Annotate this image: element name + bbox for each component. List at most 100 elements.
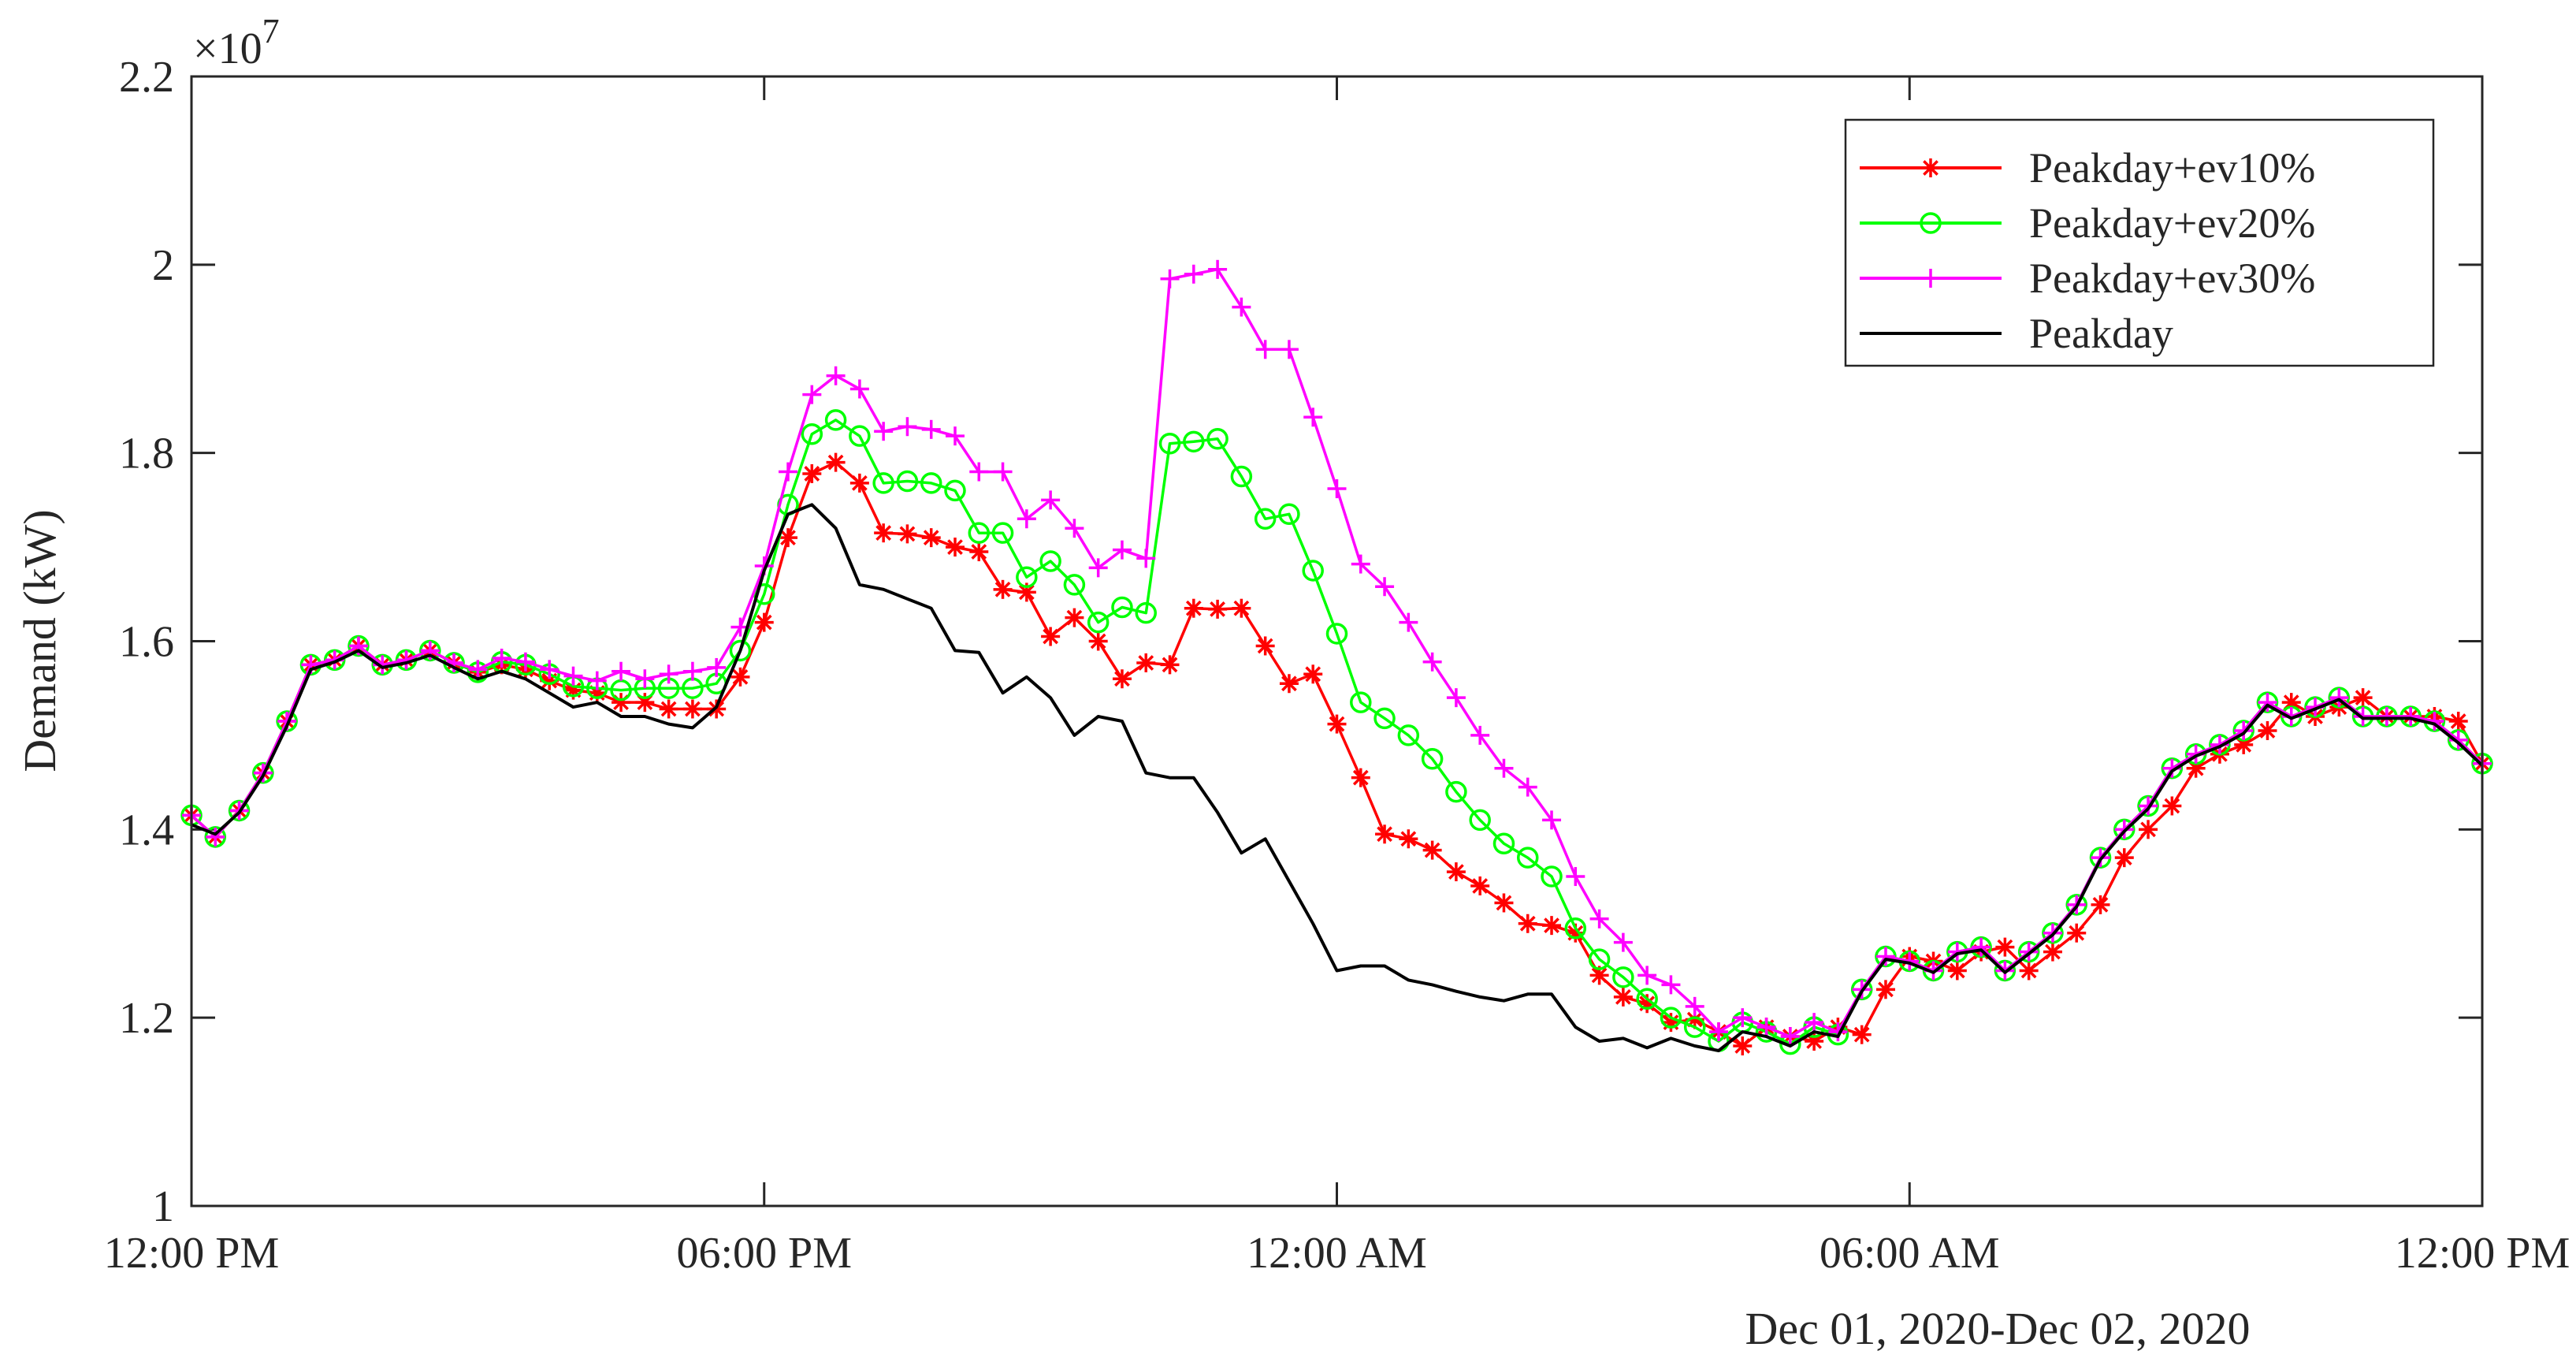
data-point-peakday-ev30 <box>611 661 631 681</box>
data-point-peakday-ev10 <box>730 667 750 687</box>
legend-marker-peakday-ev20 <box>1920 212 1942 234</box>
data-point-peakday-ev20 <box>1039 550 1061 572</box>
data-point-peakday-ev20 <box>944 479 966 502</box>
data-point-peakday-ev20 <box>753 583 775 605</box>
data-point-peakday-ev30 <box>969 462 989 482</box>
y-tick-label: 1.2 <box>119 994 174 1043</box>
x-tick-label: 06:00 PM <box>677 1229 853 1278</box>
x-tick-label: 12:00 PM <box>2395 1229 2570 1278</box>
data-point-peakday-ev30 <box>802 385 822 404</box>
data-point-peakday-ev30 <box>2377 707 2396 727</box>
data-point-peakday-ev10 <box>969 542 989 562</box>
y-axis-multiplier: ×107 <box>193 12 280 73</box>
data-point-peakday-ev10 <box>2353 688 2373 708</box>
data-point-peakday-ev30 <box>921 419 941 439</box>
data-point-peakday-ev30 <box>1327 479 1347 499</box>
data-point-peakday-ev10 <box>1613 987 1633 1007</box>
data-point-peakday-ev10 <box>946 538 965 557</box>
data-point-peakday-ev20 <box>968 522 991 544</box>
data-point-peakday-ev10 <box>1208 599 1228 619</box>
data-point-peakday-ev10 <box>2114 848 2134 868</box>
data-point-peakday-ev30 <box>1875 947 1895 966</box>
data-point-peakday-ev30 <box>563 666 583 686</box>
data-point-peakday-ev30 <box>468 660 488 679</box>
data-point-peakday-ev10 <box>1136 653 1156 672</box>
data-point-peakday-ev20 <box>1660 1007 1682 1029</box>
data-point-peakday-ev10 <box>1255 636 1275 656</box>
y-axis-label: Demand (kW) <box>14 509 65 772</box>
legend-label-peakday-ev10: Peakday+ev10% <box>2029 144 2315 192</box>
data-point-peakday-ev20 <box>896 470 919 493</box>
legend-entry-peakday-ev10: Peakday+ev10% <box>1860 144 2315 192</box>
data-point-peakday-ev30 <box>1637 966 1657 985</box>
series-peakday <box>191 503 2484 1052</box>
data-point-peakday-ev20 <box>920 472 942 494</box>
data-point-peakday-ev30 <box>635 669 655 689</box>
data-point-peakday-ev30 <box>1756 1018 1776 1037</box>
data-point-peakday-ev20 <box>1517 847 1539 869</box>
data-point-peakday-ev30 <box>1255 340 1275 359</box>
data-point-peakday-ev10 <box>2091 895 2110 914</box>
data-point-peakday-ev30 <box>1232 297 1251 317</box>
data-point-peakday-ev30 <box>779 462 798 482</box>
data-point-peakday-ev10 <box>826 452 846 472</box>
data-point-peakday-ev10 <box>1160 655 1180 675</box>
x-tick-label: 12:00 AM <box>1247 1229 1427 1278</box>
x-axis-label: Dec 01, 2020-Dec 02, 2020 <box>1745 1303 2250 1354</box>
legend-marker-peakday-ev30 <box>1921 269 1940 288</box>
data-point-peakday-ev10 <box>659 699 678 719</box>
data-point-peakday-ev10 <box>779 528 798 548</box>
data-point-peakday-ev10 <box>1375 824 1395 844</box>
data-point-peakday-ev10 <box>993 579 1013 599</box>
data-point-peakday-ev10 <box>1995 937 2015 957</box>
data-point-peakday-ev10 <box>2448 712 2468 731</box>
data-point-peakday-ev10 <box>1041 627 1061 646</box>
data-point-peakday-ev30 <box>2329 688 2349 708</box>
data-point-peakday-ev30 <box>826 366 846 385</box>
data-point-peakday-ev20 <box>1564 917 1587 940</box>
data-point-peakday-ev20 <box>1636 988 1658 1010</box>
data-point-peakday-ev10 <box>1422 840 1442 860</box>
data-point-peakday-ev10 <box>682 699 702 719</box>
legend-entry-peakday-ev20: Peakday+ev20% <box>1860 199 2315 247</box>
data-point-peakday-ev30 <box>1470 725 1490 745</box>
data-point-peakday-ev30 <box>1780 1027 1800 1047</box>
data-point-peakday-ev10 <box>1470 876 1490 895</box>
data-point-peakday-ev20 <box>1588 948 1611 970</box>
data-point-peakday-ev20 <box>1135 601 1157 624</box>
data-point-peakday-ev20 <box>1016 566 1038 589</box>
data-point-peakday-ev10 <box>754 612 774 632</box>
data-point-peakday-ev30 <box>1518 777 1537 797</box>
y-tick-label: 1 <box>152 1182 174 1231</box>
data-point-peakday-ev30 <box>540 660 559 679</box>
data-point-peakday-ev20 <box>1492 832 1515 854</box>
data-point-peakday-ev20 <box>1325 623 1348 645</box>
data-point-peakday-ev20 <box>1063 574 1086 596</box>
data-point-peakday-ev30 <box>2234 720 2254 740</box>
data-point-peakday-ev10 <box>1542 916 1562 936</box>
legend-marker-peakday-ev10 <box>1921 158 1940 177</box>
data-point-peakday-ev20 <box>1254 508 1277 530</box>
data-point-peakday-ev30 <box>1136 549 1156 568</box>
data-point-peakday-ev30 <box>1303 407 1323 427</box>
data-point-peakday-ev10 <box>1327 714 1347 734</box>
data-point-peakday-ev10 <box>1279 674 1299 694</box>
data-point-peakday-ev10 <box>874 523 894 543</box>
legend-label-peakday-ev20: Peakday+ev20% <box>2029 199 2315 247</box>
data-point-peakday-ev10 <box>921 528 941 548</box>
data-point-peakday-ev20 <box>729 639 752 662</box>
data-point-peakday-ev30 <box>1566 867 1585 887</box>
data-point-peakday-ev30 <box>2258 693 2277 713</box>
data-point-peakday-ev10 <box>1733 1036 1753 1055</box>
data-point-peakday-ev30 <box>1685 996 1704 1016</box>
data-point-peakday-ev20 <box>1302 560 1324 582</box>
data-point-peakday-ev30 <box>1065 519 1084 538</box>
y-tick-label: 2 <box>152 241 174 290</box>
data-point-peakday-ev30 <box>659 664 678 684</box>
data-point-peakday-ev10 <box>2067 923 2087 943</box>
data-point-peakday-ev20 <box>1421 748 1444 770</box>
data-point-peakday-ev10 <box>1232 598 1251 618</box>
data-point-peakday-ev30 <box>587 671 607 690</box>
data-point-peakday-ev20 <box>1469 809 1491 832</box>
